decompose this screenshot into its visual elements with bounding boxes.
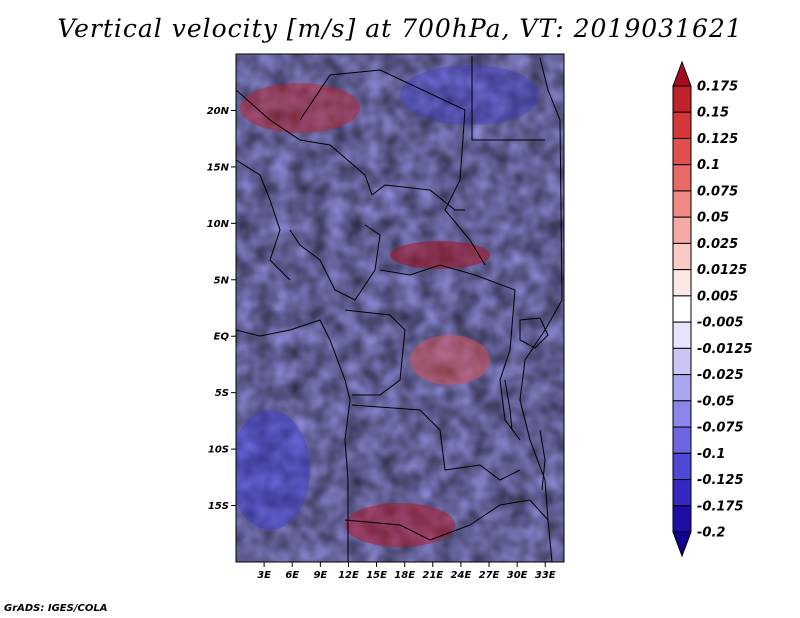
border-niger-libya: [299, 69, 466, 121]
colorbar-label: -0.2: [697, 526, 725, 541]
colorbar: 0.175 0.15 0.125 0.1 0.075 0.05 0.025 0.0125 0.0…: [672, 60, 753, 558]
lake-malawi: [539, 429, 546, 491]
border-namibia: [344, 519, 471, 541]
border-chad-sudan: [444, 109, 486, 266]
colorbar-segment: [672, 269, 692, 297]
border-angola-zambia: [351, 404, 521, 481]
lat-tick-label: 10S: [208, 445, 229, 456]
colorbar-label: -0.1: [697, 447, 725, 462]
colorbar-label: 0.15: [697, 106, 729, 121]
colorbar-label: 0.05: [697, 211, 729, 226]
positive-velocity-field: [236, 54, 564, 562]
colorbar-segment: [672, 85, 692, 113]
latitude-axis: 20N 15N 10N 5N EQ 5S 10S 15S: [207, 106, 236, 512]
colorbar-segment: [672, 111, 692, 139]
lon-tick-label: 15E: [366, 570, 387, 581]
colorbar-segment: [672, 452, 692, 481]
colorbar-segment: [672, 400, 692, 428]
colorbar-label: 0.075: [697, 184, 738, 199]
lon-tick-label: 24E: [451, 570, 472, 581]
lat-tick-label: 10N: [207, 219, 230, 230]
colorbar-segment: [672, 479, 692, 507]
lake-victoria: [519, 317, 549, 349]
border-car: [379, 264, 516, 291]
country-borders: [236, 55, 563, 562]
colorbar-segment: [672, 374, 692, 402]
lon-tick-label: 30E: [507, 570, 528, 581]
colorbar-label: -0.025: [697, 368, 744, 383]
longitude-axis: 3E 6E 9E 12E 15E 18E 21E 24E 27E 30E 33E: [257, 562, 556, 581]
strong-updraft-west-sahel: [240, 83, 360, 133]
colorbar-segment: [672, 426, 692, 454]
lon-tick-label: 27E: [479, 570, 500, 581]
strong-downdraft-west: [236, 410, 310, 530]
border-algeria-niger: [236, 89, 373, 196]
map-title: Vertical velocity [m/s] at 700hPa, VT: 2…: [57, 14, 743, 43]
colorbar-segment: [672, 321, 692, 349]
colorbar-label: -0.005: [697, 316, 744, 331]
colorbar-min-extend: [672, 531, 692, 558]
colorbar-segment: [672, 505, 692, 533]
colorbar-label: 0.125: [697, 132, 738, 147]
colorbar-segment: [672, 295, 692, 323]
colorbar-label: 0.175: [697, 80, 738, 95]
lat-tick-label: 5S: [215, 388, 229, 399]
colorbar-segment: [672, 137, 692, 166]
lon-tick-label: 12E: [338, 570, 359, 581]
lat-tick-label: 20N: [207, 106, 230, 117]
border-nigeria: [289, 224, 381, 301]
coastline-east: [519, 57, 563, 562]
colorbar-label: 0.025: [697, 237, 738, 252]
border-drc-east: [499, 289, 521, 441]
border-congo-drc: [344, 309, 406, 396]
colorbar-label: -0.0125: [697, 342, 753, 357]
colorbar-segment: [672, 216, 692, 244]
software-credit: GrADS: IGES/COLA: [4, 603, 108, 614]
lake-tanganyika: [504, 379, 513, 431]
colorbar-max-extend: [672, 60, 692, 87]
border-west-africa: [236, 159, 291, 281]
lat-tick-label: 15N: [207, 162, 230, 173]
strong-downdraft-north: [400, 65, 540, 125]
colorbar-segment: [672, 347, 692, 376]
coastline-west: [236, 55, 351, 562]
strong-updraft-central: [390, 241, 490, 269]
colorbar-label: 0.005: [697, 289, 738, 304]
colorbar-label: 0.0125: [697, 263, 747, 278]
colorbar-label: -0.175: [697, 499, 744, 514]
map-panel: 3E 6E 9E 12E 15E 18E 21E 24E 27E 30E 33E 20N 15N 10N…: [207, 53, 565, 581]
colorbar-label: -0.075: [697, 421, 744, 436]
lon-tick-label: 3E: [257, 570, 271, 581]
lat-tick-label: 15S: [208, 501, 229, 512]
lat-tick-label: EQ: [214, 332, 230, 343]
lon-tick-label: 9E: [313, 570, 327, 581]
lon-tick-label: 21E: [422, 570, 443, 581]
colorbar-segment: [672, 190, 692, 218]
lon-tick-label: 18E: [394, 570, 415, 581]
lon-tick-label: 6E: [285, 570, 299, 581]
colorbar-label: 0.1: [697, 158, 720, 173]
border-libya-egypt: [471, 56, 545, 141]
strong-updraft-congo: [410, 335, 490, 385]
colorbar-label: -0.125: [697, 473, 744, 488]
border-niger-chad: [371, 184, 465, 211]
border-zimbabwe: [469, 499, 549, 526]
lat-tick-label: 5N: [214, 275, 230, 286]
colorbar-label: -0.05: [697, 394, 734, 409]
lon-tick-label: 33E: [535, 570, 556, 581]
colorbar-segment: [672, 242, 692, 271]
colorbar-segment: [672, 164, 692, 192]
map-frame: [235, 53, 565, 563]
